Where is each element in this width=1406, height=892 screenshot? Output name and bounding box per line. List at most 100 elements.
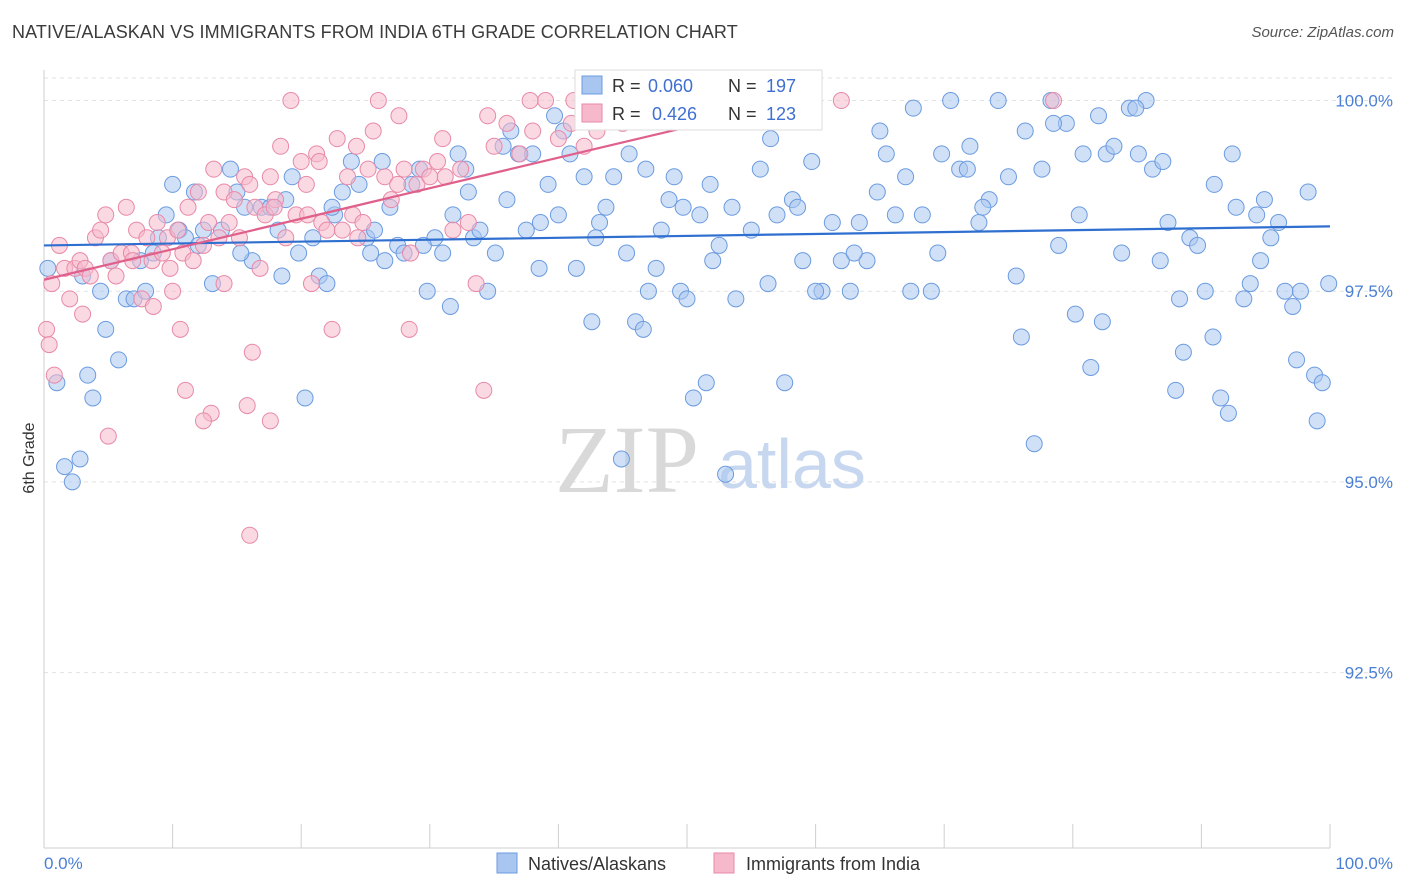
natives-alaskans-point-2 xyxy=(56,458,74,476)
natives-alaskans-point-153 xyxy=(1235,290,1253,308)
immigrants-india-point-60 xyxy=(338,168,356,186)
immigrants-india-point-52 xyxy=(297,175,315,193)
natives-alaskans-point-53 xyxy=(441,297,459,315)
natives-alaskans-point-90 xyxy=(704,252,722,270)
natives-alaskans-point-0 xyxy=(39,259,57,277)
natives-alaskans-point-145 xyxy=(1174,343,1192,361)
immigrants-india-point-102 xyxy=(99,427,117,445)
immigrants-india-point-72 xyxy=(408,175,426,193)
natives-alaskans-point-24 xyxy=(221,160,239,178)
natives-alaskans-point-35 xyxy=(304,229,322,247)
natives-alaskans-point-176 xyxy=(1223,145,1241,163)
immigrants-india-point-97 xyxy=(832,92,850,110)
natives-alaskans-point-34 xyxy=(296,389,314,407)
natives-alaskans-point-52 xyxy=(434,244,452,262)
immigrants-india-point-106 xyxy=(241,526,259,544)
natives-alaskans-point-149 xyxy=(1204,328,1222,346)
natives-alaskans-point-50 xyxy=(418,282,436,300)
natives-alaskans-point-143 xyxy=(1159,214,1177,232)
immigrants-india-point-33 xyxy=(200,214,218,232)
immigrants-india-point-27 xyxy=(169,221,187,239)
natives-alaskans-point-139 xyxy=(1129,145,1147,163)
natives-alaskans-point-17 xyxy=(164,175,182,193)
natives-alaskans-point-197 xyxy=(444,206,462,224)
natives-alaskans-point-7 xyxy=(92,282,110,300)
immigrants-india-point-37 xyxy=(220,214,238,232)
legend-label-natives: Natives/Alaskans xyxy=(528,854,666,874)
natives-alaskans-point-171 xyxy=(807,282,825,300)
stats-blue-r-value: 0.060 xyxy=(648,76,693,96)
natives-alaskans-point-189 xyxy=(1093,313,1111,331)
immigrants-india-point-30 xyxy=(184,252,202,270)
natives-alaskans-point-125 xyxy=(1016,122,1034,140)
natives-alaskans-point-59 xyxy=(486,244,504,262)
immigrants-india-point-110 xyxy=(74,305,92,323)
natives-alaskans-point-3 xyxy=(63,473,81,491)
natives-alaskans-point-114 xyxy=(913,206,931,224)
natives-alaskans-point-101 xyxy=(794,252,812,270)
natives-alaskans-point-102 xyxy=(803,153,821,171)
natives-alaskans-point-129 xyxy=(1050,236,1068,254)
natives-alaskans-point-72 xyxy=(583,313,601,331)
stats-blue-swatch xyxy=(581,75,603,95)
immigrants-india-point-112 xyxy=(161,259,179,277)
natives-alaskans-point-124 xyxy=(1007,267,1025,285)
stats-pink-swatch xyxy=(581,103,603,123)
natives-alaskans-trendline xyxy=(43,225,1331,247)
natives-alaskans-point-80 xyxy=(639,282,657,300)
stats-box-frame xyxy=(574,69,823,131)
natives-alaskans-point-126 xyxy=(1025,435,1043,453)
immigrants-india-point-87 xyxy=(549,130,567,148)
natives-alaskans-point-96 xyxy=(751,160,769,178)
immigrants-india-point-64 xyxy=(359,160,377,178)
immigrants-india-point-57 xyxy=(323,320,341,338)
immigrants-india-point-41 xyxy=(241,175,259,193)
natives-alaskans-point-133 xyxy=(1082,358,1100,376)
natives-alaskans-point-109 xyxy=(868,183,886,201)
natives-alaskans-point-175 xyxy=(1154,153,1172,171)
y-tick-label-2: 95.0% xyxy=(1345,473,1393,492)
natives-alaskans-point-167 xyxy=(459,183,477,201)
x-tick-label-min: 0.0% xyxy=(44,854,83,873)
natives-alaskans-point-196 xyxy=(362,244,380,262)
natives-alaskans-point-93 xyxy=(723,198,741,216)
natives-alaskans-point-152 xyxy=(1227,198,1245,216)
immigrants-india-point-31 xyxy=(189,183,207,201)
y-tick-label-0: 100.0% xyxy=(1335,92,1393,111)
watermark-atlas: atlas xyxy=(718,425,866,503)
natives-alaskans-point-75 xyxy=(605,168,623,186)
immigrants-india-point-34 xyxy=(205,160,223,178)
natives-alaskans-point-104 xyxy=(823,214,841,232)
immigrants-india-point-103 xyxy=(243,343,261,361)
natives-alaskans-point-122 xyxy=(989,92,1007,110)
natives-alaskans-point-137 xyxy=(1113,244,1131,262)
natives-alaskans-point-154 xyxy=(1241,275,1259,293)
natives-alaskans-point-99 xyxy=(776,374,794,392)
legend-label-india: Immigrants from India xyxy=(746,854,921,874)
stats-blue-n-value: 197 xyxy=(766,76,796,96)
natives-alaskans-point-77 xyxy=(620,145,638,163)
natives-alaskans-point-132 xyxy=(1074,145,1092,163)
natives-alaskans-point-174 xyxy=(1070,206,1088,224)
immigrants-india-point-66 xyxy=(369,92,387,110)
immigrants-india-point-13 xyxy=(97,206,115,224)
natives-alaskans-point-111 xyxy=(886,206,904,224)
immigrants-india-point-65 xyxy=(364,122,382,140)
immigrants-india-point-15 xyxy=(107,267,125,285)
natives-alaskans-point-97 xyxy=(759,275,777,293)
natives-alaskans-point-200 xyxy=(701,175,719,193)
y-tick-label-3: 92.5% xyxy=(1345,664,1393,683)
immigrants-india-point-59 xyxy=(333,221,351,239)
immigrants-india-point-107 xyxy=(400,320,418,338)
stats-blue-r-label: R = xyxy=(612,76,641,96)
immigrants-india-point-47 xyxy=(272,137,290,155)
immigrants-india-point-108 xyxy=(144,297,162,315)
natives-alaskans-point-113 xyxy=(904,99,922,117)
natives-alaskans-point-81 xyxy=(647,259,665,277)
natives-alaskans-point-157 xyxy=(1262,229,1280,247)
immigrants-india-point-100 xyxy=(176,381,194,399)
natives-alaskans-point-71 xyxy=(575,168,593,186)
natives-alaskans-point-165 xyxy=(1320,275,1338,293)
natives-alaskans-point-202 xyxy=(871,122,889,140)
